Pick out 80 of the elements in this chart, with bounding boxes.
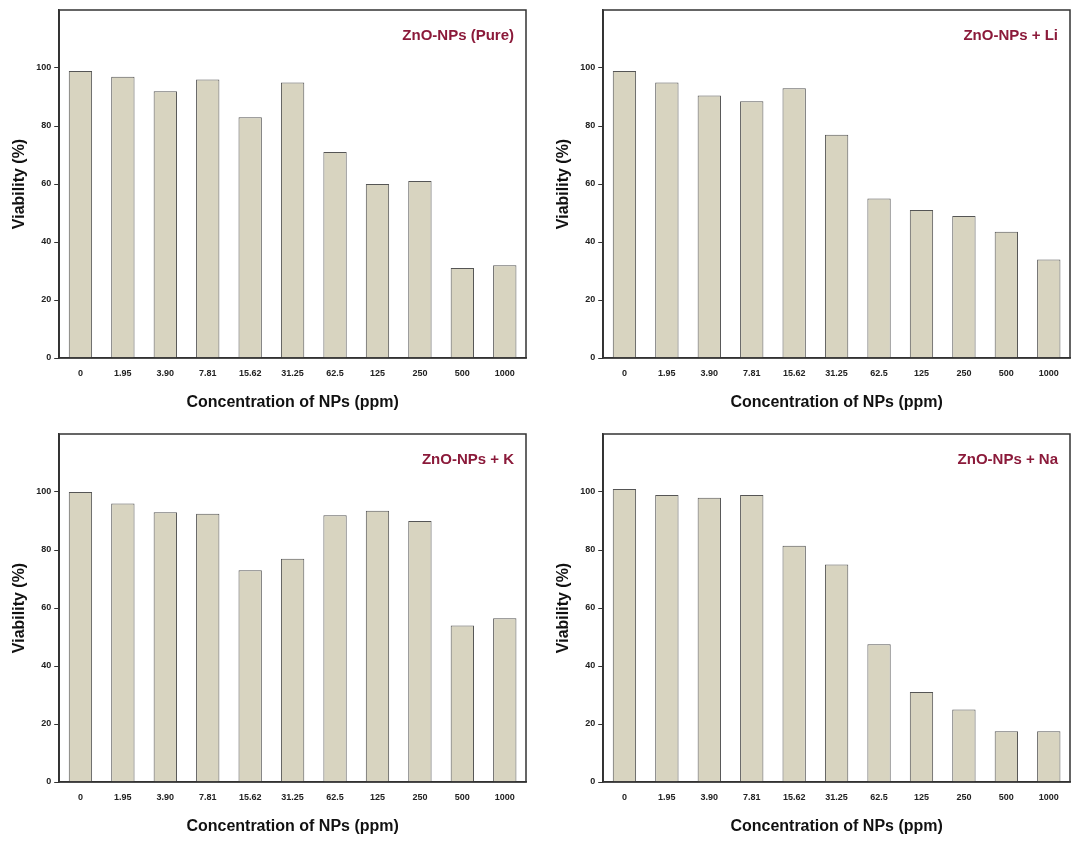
- x-tick-label: 15.62: [238, 791, 262, 802]
- y-axis-title: Viability (%): [554, 562, 572, 654]
- y-tick-label: 40: [585, 236, 596, 247]
- x-tick-label: 31.25: [281, 791, 304, 802]
- y-tick-label: 60: [585, 602, 596, 613]
- x-tick-label: 125: [369, 791, 385, 802]
- x-tick-label: 62.5: [326, 791, 344, 802]
- x-tick-label: 1000: [494, 791, 515, 802]
- x-tick-label: 0: [621, 367, 627, 378]
- x-tick-label: 0: [77, 791, 83, 802]
- x-tick-label: 250: [956, 367, 972, 378]
- y-tick-label: 40: [585, 660, 596, 671]
- x-tick-label: 125: [369, 367, 385, 378]
- x-tick-label: 1.95: [114, 367, 132, 378]
- text: ZnO-NPs + Li: [963, 25, 1058, 43]
- x-tick-label: 0: [77, 367, 83, 378]
- x-axis-title: Concentration of NPs (ppm): [730, 392, 943, 410]
- x-tick-label: 7.81: [198, 367, 217, 378]
- text: ZnO-NPs (Pure): [402, 25, 514, 43]
- x-tick-label: 250: [412, 367, 428, 378]
- y-tick-label: 100: [36, 62, 52, 73]
- x-tick-label: 500: [998, 367, 1014, 378]
- y-tick-label: 40: [41, 660, 52, 671]
- y-tick-label: 60: [41, 178, 52, 189]
- y-tick-label: 80: [585, 544, 596, 555]
- x-tick-label: 1000: [494, 367, 515, 378]
- x-tick-label: 7.81: [198, 791, 217, 802]
- x-tick-label: 62.5: [870, 367, 888, 378]
- x-tick-label: 1.95: [658, 791, 676, 802]
- x-tick-label: 15.62: [782, 367, 806, 378]
- x-tick-label: 250: [412, 791, 428, 802]
- x-tick-label: 31.25: [825, 367, 848, 378]
- y-tick-label: 40: [41, 236, 52, 247]
- y-tick-label: 100: [580, 486, 596, 497]
- y-tick-label: 100: [580, 62, 596, 73]
- x-tick-label: 1.95: [658, 367, 676, 378]
- y-tick-label: 80: [41, 544, 52, 555]
- y-tick-label: 0: [590, 776, 596, 787]
- y-tick-label: 80: [41, 120, 52, 131]
- y-tick-label: 0: [46, 352, 52, 363]
- y-tick-label: 20: [41, 294, 52, 305]
- x-tick-label: 15.62: [782, 791, 806, 802]
- y-tick-label: 80: [585, 120, 596, 131]
- y-tick-label: 0: [590, 352, 596, 363]
- text: ZnO-NPs + K: [421, 449, 515, 467]
- x-tick-label: 1000: [1038, 791, 1059, 802]
- y-tick-label: 100: [36, 486, 52, 497]
- x-tick-label: 3.90: [700, 367, 719, 378]
- x-tick-label: 0: [621, 791, 627, 802]
- x-tick-label: 500: [454, 791, 470, 802]
- x-tick-label: 1.95: [114, 791, 132, 802]
- x-axis-title: Concentration of NPs (ppm): [186, 392, 399, 410]
- x-tick-label: 62.5: [870, 791, 888, 802]
- y-axis-title: Viability (%): [10, 562, 28, 654]
- y-tick-label: 20: [585, 294, 596, 305]
- x-tick-label: 7.81: [742, 367, 761, 378]
- x-tick-label: 3.90: [156, 367, 175, 378]
- x-tick-label: 3.90: [156, 791, 175, 802]
- x-tick-label: 15.62: [238, 367, 262, 378]
- y-tick-label: 60: [585, 178, 596, 189]
- y-axis-title: Viability (%): [10, 138, 28, 230]
- x-tick-label: 125: [913, 367, 929, 378]
- x-tick-label: 500: [998, 791, 1014, 802]
- y-axis-title: Viability (%): [554, 138, 572, 230]
- x-tick-label: 250: [956, 791, 972, 802]
- x-axis-title: Concentration of NPs (ppm): [186, 816, 399, 834]
- y-tick-label: 20: [41, 718, 52, 729]
- x-tick-label: 31.25: [825, 791, 848, 802]
- x-tick-label: 500: [454, 367, 470, 378]
- x-tick-label: 125: [913, 791, 929, 802]
- x-tick-label: 3.90: [700, 791, 719, 802]
- x-tick-label: 31.25: [281, 367, 304, 378]
- x-tick-label: 62.5: [326, 367, 344, 378]
- x-tick-label: 7.81: [742, 791, 761, 802]
- x-axis-title: Concentration of NPs (ppm): [730, 816, 943, 834]
- y-tick-label: 0: [46, 776, 52, 787]
- y-tick-label: 20: [585, 718, 596, 729]
- text: ZnO-NPs + Na: [957, 449, 1059, 467]
- x-tick-label: 1000: [1038, 367, 1059, 378]
- y-tick-label: 60: [41, 602, 52, 613]
